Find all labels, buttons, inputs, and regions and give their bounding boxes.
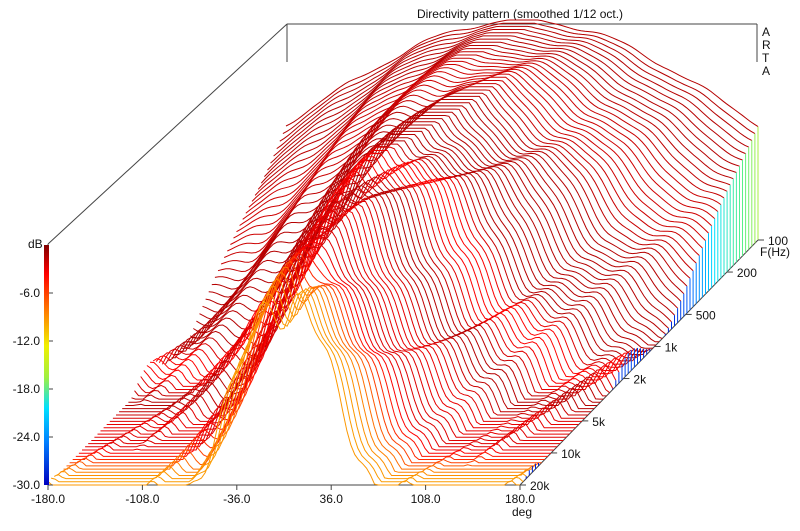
response-curve (264, 41, 737, 177)
response-curve (254, 51, 728, 196)
y-ticks: -6.0 -12.0 -18.0 -24.0 -30.0 (13, 286, 53, 492)
response-curve (88, 230, 561, 445)
waterfall-curves (47, 19, 759, 486)
response-curve (242, 64, 716, 220)
freq-tick-label: 20k (530, 479, 550, 493)
response-curve (251, 54, 725, 202)
response-curve (202, 105, 675, 316)
response-curve (220, 86, 694, 272)
response-curve (199, 108, 672, 323)
response-curve (53, 285, 527, 480)
freq-tick-label: 200 (737, 266, 757, 280)
response-curve (279, 25, 753, 142)
y-tick-label: -18.0 (13, 382, 41, 396)
y-tick-label: -6.0 (19, 286, 40, 300)
response-curve (214, 92, 688, 287)
response-curve (82, 241, 554, 451)
y-tick-label: -12.0 (13, 334, 41, 348)
response-curve (66, 260, 539, 467)
response-curve (285, 19, 759, 128)
response-curve (63, 266, 536, 470)
response-curve (119, 192, 592, 413)
response-curve (248, 57, 722, 208)
response-curve (187, 121, 660, 343)
response-curve (236, 70, 709, 234)
response-curve (196, 111, 669, 329)
x-tick-label: 108.0 (411, 492, 441, 506)
y-tick-label: -30.0 (13, 478, 41, 492)
x-axis-label: deg (512, 505, 532, 519)
colorbar (44, 245, 49, 485)
chart-title: Directivity pattern (smoothed 1/12 oct.) (417, 7, 623, 21)
response-curve (85, 236, 558, 448)
response-curve (208, 99, 682, 302)
response-curve (103, 207, 576, 429)
response-curve (171, 137, 645, 359)
response-curve (276, 29, 749, 150)
freq-tick-label: 2k (633, 373, 647, 387)
response-curve (282, 22, 756, 135)
y-tick-label: -24.0 (13, 430, 41, 444)
freq-ticks: 100 200 500 1k 2k 5k 10k 20k (520, 234, 788, 493)
response-curve (168, 140, 641, 362)
x-tick-label: 180.0 (505, 492, 535, 506)
response-curve (273, 32, 746, 157)
freq-tick-label: 100 (768, 234, 788, 248)
response-curve (128, 182, 601, 403)
response-curve (257, 48, 731, 190)
response-curve (267, 38, 740, 171)
response-curve (109, 200, 582, 422)
freq-tick-label: 500 (696, 308, 716, 322)
response-curve (189, 118, 663, 340)
response-curve (78, 245, 551, 454)
response-curve (260, 45, 734, 184)
freq-axis-label: F(Hz) (760, 245, 790, 259)
response-curve (94, 217, 567, 438)
response-curve (60, 271, 533, 473)
x-ticks: -180.0 -108.0 -36.0 36.0 108.0 180.0 (31, 485, 535, 506)
response-curve (112, 197, 585, 419)
response-curve (97, 213, 570, 435)
response-curve (193, 115, 666, 335)
response-curve (122, 188, 595, 410)
response-curve (69, 255, 542, 464)
y-axis-label: dB (28, 237, 43, 251)
response-curve (91, 223, 564, 441)
response-curve (131, 179, 604, 400)
response-curve (116, 194, 588, 416)
x-tick-label: 36.0 (320, 492, 344, 506)
x-tick-label: -180.0 (31, 492, 65, 506)
response-curve (56, 278, 530, 476)
response-curve (239, 67, 712, 227)
response-curve (72, 252, 545, 460)
freq-tick-label: 10k (561, 447, 581, 461)
x-tick-label: -36.0 (223, 492, 251, 506)
response-curve (75, 248, 548, 457)
freq-tick-label: 1k (665, 340, 679, 354)
response-curve (47, 293, 521, 486)
response-curve (143, 169, 617, 387)
response-curve (100, 210, 573, 432)
response-curve (211, 95, 685, 295)
response-curve (217, 89, 691, 279)
freq-tick-label: 5k (592, 415, 606, 429)
response-curve (205, 102, 678, 309)
response-curve (50, 289, 524, 483)
response-curve (270, 35, 743, 164)
response-curve (245, 60, 719, 214)
x-tick-label: -108.0 (125, 492, 159, 506)
response-curve (137, 174, 610, 394)
